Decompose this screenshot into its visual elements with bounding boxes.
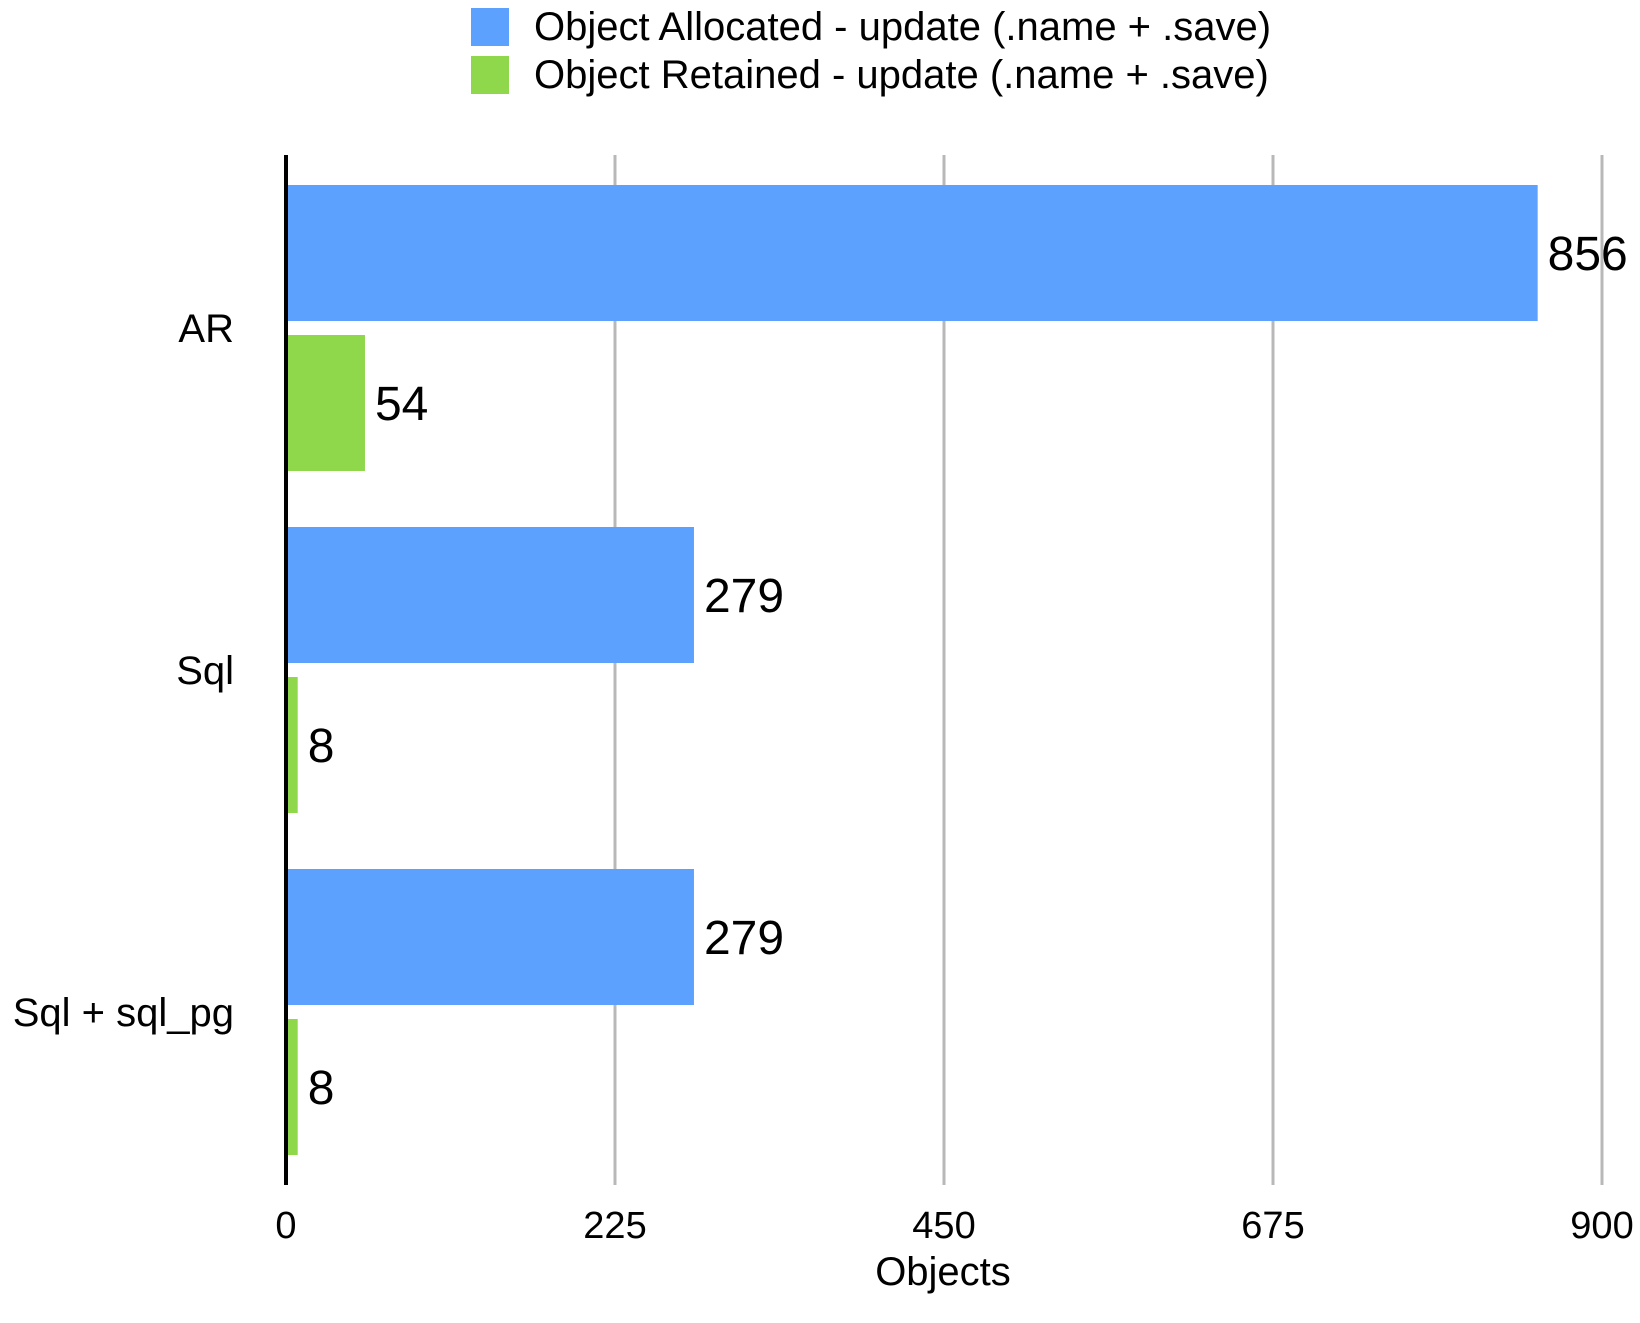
gridlines <box>613 155 1604 1185</box>
bar-retained-2 <box>286 1019 298 1155</box>
category-labels: AR Sql Sql + sql_pg <box>13 307 234 1035</box>
legend-label-retained: Object Retained - update (.name + .save) <box>534 53 1269 97</box>
bar-allocated-0 <box>286 185 1538 321</box>
value-label-retained-0: 54 <box>375 378 428 431</box>
bar-allocated-2 <box>286 869 694 1005</box>
category-label-0: AR <box>178 307 234 351</box>
bar-retained-1 <box>286 677 298 813</box>
legend-swatch-allocated <box>471 8 509 46</box>
x-tick-label-0: 0 <box>275 1205 296 1247</box>
legend-swatch-retained <box>471 56 509 94</box>
bars <box>286 185 1538 1155</box>
value-labels: 856 54 279 8 279 8 <box>308 228 1628 1115</box>
value-label-retained-2: 8 <box>308 1062 335 1115</box>
value-label-allocated-1: 279 <box>704 570 784 623</box>
bar-retained-0 <box>286 335 365 471</box>
x-tick-label-450: 450 <box>912 1205 975 1247</box>
bar-allocated-1 <box>286 527 694 663</box>
legend: Object Allocated - update (.name + .save… <box>471 5 1271 97</box>
legend-label-allocated: Object Allocated - update (.name + .save… <box>534 5 1271 49</box>
value-label-retained-1: 8 <box>308 720 335 773</box>
value-label-allocated-2: 279 <box>704 912 784 965</box>
x-tick-label-225: 225 <box>583 1205 646 1247</box>
x-tick-labels: 0 225 450 675 900 <box>275 1205 1633 1247</box>
value-label-allocated-0: 856 <box>1548 228 1628 281</box>
x-tick-label-900: 900 <box>1570 1205 1633 1247</box>
category-label-1: Sql <box>176 649 234 693</box>
x-tick-label-675: 675 <box>1241 1205 1304 1247</box>
category-label-2: Sql + sql_pg <box>13 991 234 1035</box>
x-axis-title: Objects <box>875 1250 1011 1294</box>
